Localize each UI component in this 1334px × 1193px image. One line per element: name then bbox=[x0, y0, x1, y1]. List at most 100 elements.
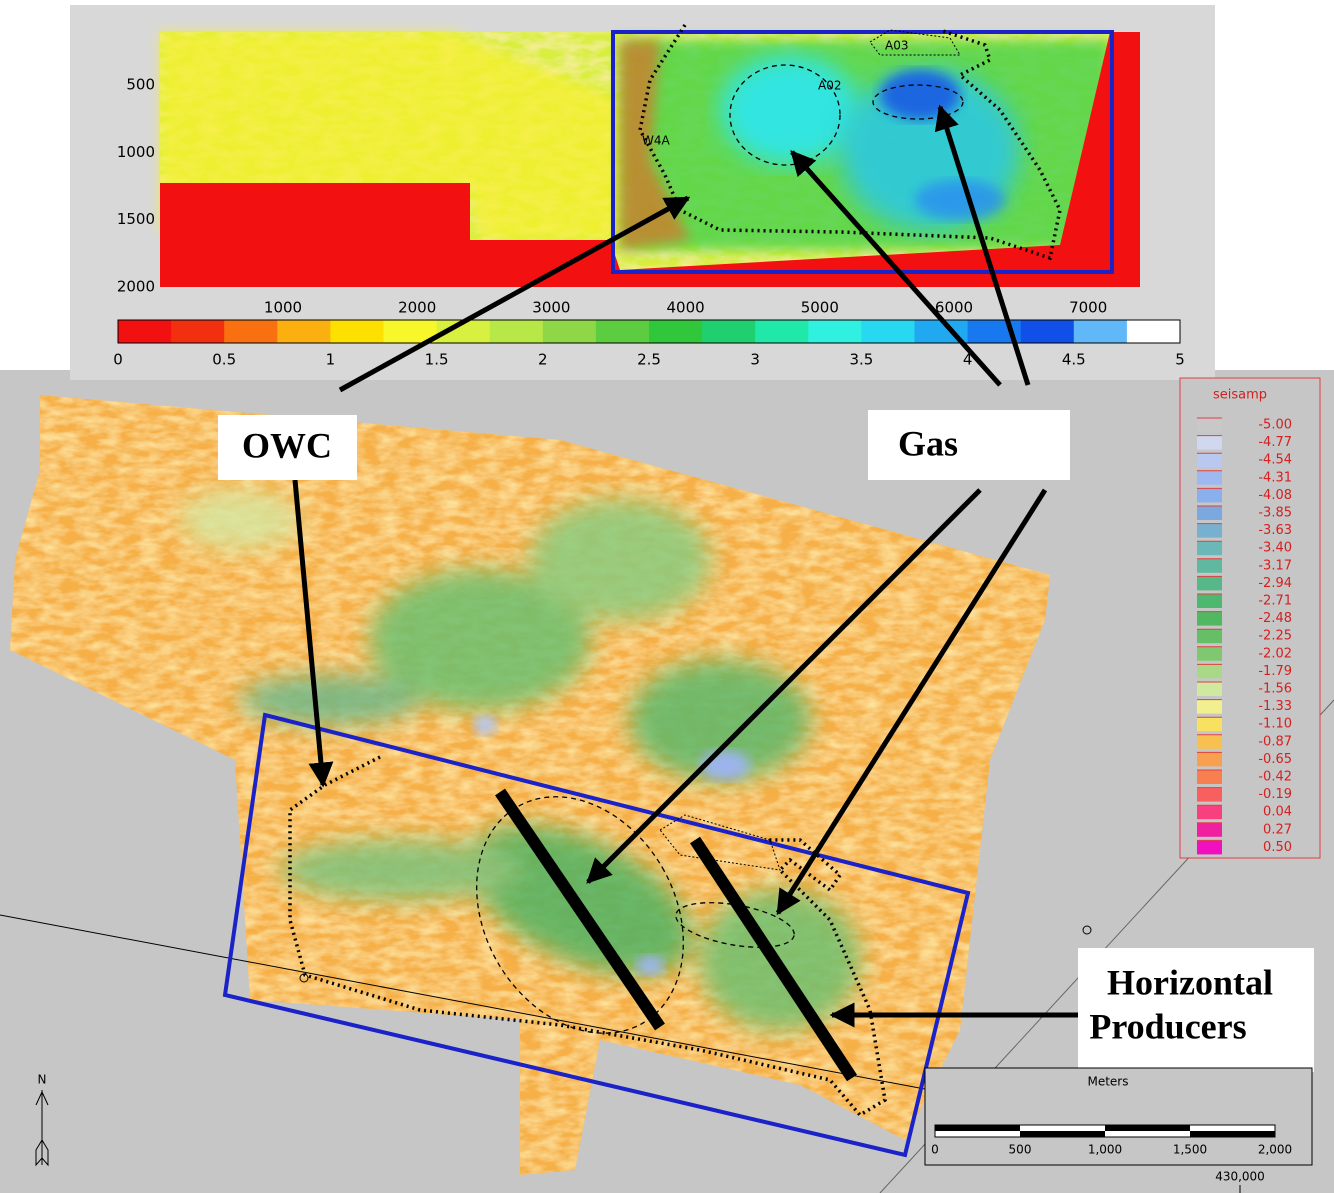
legend-swatch bbox=[1197, 559, 1222, 573]
legend-swatch bbox=[1197, 576, 1222, 590]
producers-label: Horizontal bbox=[1107, 962, 1273, 1002]
colorbar-segment bbox=[277, 320, 331, 343]
legend-value: -3.40 bbox=[1258, 541, 1292, 556]
owc-label: OWC bbox=[242, 425, 332, 465]
legend-value: -2.71 bbox=[1258, 594, 1292, 609]
legend-value: -3.63 bbox=[1258, 523, 1292, 538]
colorbar-tick-label: 1.5 bbox=[425, 351, 449, 369]
producers-label: Producers bbox=[1089, 1006, 1246, 1046]
legend-value: -1.56 bbox=[1258, 682, 1292, 697]
colorbar-segment bbox=[649, 320, 703, 343]
colorbar-segment bbox=[490, 320, 544, 343]
legend-value: -2.25 bbox=[1258, 629, 1292, 644]
colorbar-tick-label: 4.5 bbox=[1062, 351, 1086, 369]
colorbar-segment bbox=[330, 320, 384, 343]
legend-swatch bbox=[1197, 664, 1222, 678]
x-tick-label: 1000 bbox=[264, 299, 302, 317]
colorbar-segment bbox=[543, 320, 597, 343]
scale-title: Meters bbox=[1087, 1075, 1128, 1089]
colorbar-tick-label: 1 bbox=[326, 351, 336, 369]
colorbar-segment bbox=[808, 320, 862, 343]
legend-swatch bbox=[1197, 717, 1222, 731]
well-label: A02 bbox=[818, 79, 841, 93]
legend-swatch bbox=[1197, 682, 1222, 696]
colorbar-tick-label: 2.5 bbox=[637, 351, 661, 369]
legend-value: -1.33 bbox=[1258, 699, 1292, 714]
legend-value: 0.04 bbox=[1263, 805, 1292, 820]
colorbar-segment bbox=[702, 320, 756, 343]
colorbar-tick-label: 2 bbox=[538, 351, 548, 369]
legend-swatch bbox=[1197, 840, 1222, 854]
y-tick-label: 2000 bbox=[117, 277, 155, 295]
legend-swatch bbox=[1197, 752, 1222, 766]
colorbar-tick-label: 0.5 bbox=[212, 351, 236, 369]
legend-swatch bbox=[1197, 823, 1222, 837]
north-label: N bbox=[38, 1073, 47, 1087]
legend-swatch bbox=[1197, 453, 1222, 467]
legend-swatch bbox=[1197, 471, 1222, 485]
legend-title: seisamp bbox=[1213, 388, 1267, 403]
colorbar-segment bbox=[1074, 320, 1128, 343]
legend-value: -2.48 bbox=[1258, 611, 1292, 626]
legend-value: -4.08 bbox=[1258, 488, 1292, 503]
legend-value: -4.31 bbox=[1258, 470, 1292, 485]
scale-tick-label: 2,000 bbox=[1258, 1143, 1292, 1157]
legend-swatch bbox=[1197, 805, 1222, 819]
legend-swatch bbox=[1197, 541, 1222, 555]
gas-label: Gas bbox=[898, 423, 958, 463]
x-tick-label: 5000 bbox=[801, 299, 839, 317]
colorbar-segment bbox=[224, 320, 278, 343]
legend-value: -0.19 bbox=[1258, 787, 1292, 802]
legend-swatch bbox=[1197, 524, 1222, 538]
legend-value: -0.87 bbox=[1258, 734, 1292, 749]
legend-value: -4.54 bbox=[1258, 453, 1292, 468]
legend-swatch bbox=[1197, 770, 1222, 784]
legend-value: -0.42 bbox=[1258, 770, 1292, 785]
legend-swatch bbox=[1197, 735, 1222, 749]
legend-value: -2.02 bbox=[1258, 646, 1292, 661]
scale-tick-label: 1,500 bbox=[1173, 1143, 1207, 1157]
legend-swatch bbox=[1197, 506, 1222, 520]
x-tick-label: 7000 bbox=[1069, 299, 1107, 317]
y-tick-label: 500 bbox=[126, 76, 155, 94]
legend-value: -4.77 bbox=[1258, 435, 1292, 450]
legend-swatch bbox=[1197, 700, 1222, 714]
legend-swatch bbox=[1197, 788, 1222, 802]
x-tick-label: 2000 bbox=[398, 299, 436, 317]
legend-swatch bbox=[1197, 418, 1222, 432]
legend-value: 0.27 bbox=[1263, 822, 1292, 837]
legend-swatch bbox=[1197, 488, 1222, 502]
colorbar-segment bbox=[1021, 320, 1075, 343]
well-label: A03 bbox=[885, 39, 908, 53]
legend-value: 0.50 bbox=[1263, 840, 1292, 855]
coordinate-label: 430,000 bbox=[1215, 1170, 1265, 1184]
legend-value: -5.00 bbox=[1258, 418, 1292, 433]
colorbar-segment bbox=[596, 320, 650, 343]
colorbar-tick-label: 3.5 bbox=[849, 351, 873, 369]
x-tick-label: 3000 bbox=[532, 299, 570, 317]
legend-value: -2.94 bbox=[1258, 576, 1292, 591]
legend-swatch bbox=[1197, 647, 1222, 661]
colorbar-segment bbox=[1127, 320, 1181, 343]
legend-value: -3.85 bbox=[1258, 506, 1292, 521]
scale-tick-label: 1,000 bbox=[1088, 1143, 1122, 1157]
x-tick-label: 6000 bbox=[935, 299, 973, 317]
legend-value: -1.79 bbox=[1258, 664, 1292, 679]
scale-tick-label: 0 bbox=[931, 1143, 939, 1157]
legend-value: -3.17 bbox=[1258, 558, 1292, 573]
legend-swatch bbox=[1197, 594, 1222, 608]
legend-value: -0.65 bbox=[1258, 752, 1292, 767]
colorbar-segment bbox=[171, 320, 225, 343]
colorbar-tick-label: 0 bbox=[113, 351, 123, 369]
legend-swatch bbox=[1197, 612, 1222, 626]
legend-swatch bbox=[1197, 436, 1222, 450]
figure: A03 A02 W4A 5001000150020001000200030004… bbox=[0, 0, 1334, 1193]
y-tick-label: 1000 bbox=[117, 143, 155, 161]
legend-swatch bbox=[1197, 629, 1222, 643]
y-tick-label: 1500 bbox=[117, 210, 155, 228]
colorbar-segment bbox=[118, 320, 172, 343]
colorbar-tick-label: 5 bbox=[1175, 351, 1185, 369]
legend-value: -1.10 bbox=[1258, 717, 1292, 732]
x-tick-label: 4000 bbox=[667, 299, 705, 317]
top-heatmap bbox=[160, 25, 1140, 287]
